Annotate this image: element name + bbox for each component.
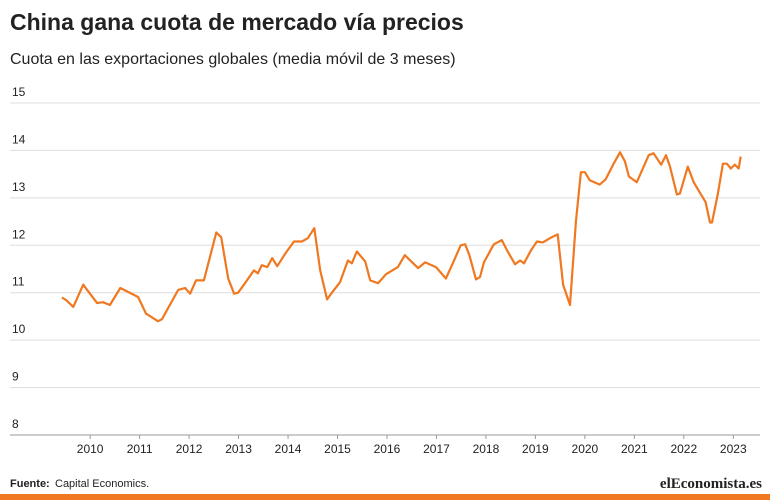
- x-tick-label: 2017: [423, 442, 450, 456]
- line-series: [61, 151, 742, 323]
- x-tick-label: 2014: [275, 442, 302, 456]
- y-tick-label: 14: [12, 132, 26, 146]
- footer-bar: [0, 494, 770, 500]
- y-tick-label: 11: [12, 275, 25, 289]
- source-label: Fuente:: [10, 478, 50, 490]
- x-tick-label: 2018: [473, 442, 500, 456]
- x-tick-label: 2022: [670, 442, 697, 456]
- y-tick-label: 13: [12, 180, 26, 194]
- x-tick-label: 2023: [720, 442, 747, 456]
- source: Capital Economics.: [55, 478, 149, 490]
- x-tick-label: 2019: [522, 442, 549, 456]
- x-tick-label: 2020: [572, 442, 599, 456]
- x-tick-label: 2012: [176, 442, 203, 456]
- x-tick-label: 2013: [225, 442, 252, 456]
- x-tick-label: 2010: [77, 442, 104, 456]
- x-tick-label: 2016: [374, 442, 401, 456]
- x-tick-label: 2015: [324, 442, 351, 456]
- y-tick-label: 10: [12, 322, 26, 336]
- logo: elEconomista.es: [660, 476, 762, 492]
- y-tick-label: 8: [12, 417, 19, 431]
- y-tick-label: 9: [12, 370, 19, 384]
- y-tick-label: 15: [12, 85, 26, 99]
- chart-title: China gana cuota de mercado vía precios: [10, 9, 464, 35]
- x-tick-label: 2011: [127, 442, 153, 456]
- x-tick-label: 2021: [621, 442, 648, 456]
- y-tick-label: 12: [12, 227, 26, 241]
- chart-subtitle: Cuota en las exportaciones globales (med…: [10, 51, 456, 68]
